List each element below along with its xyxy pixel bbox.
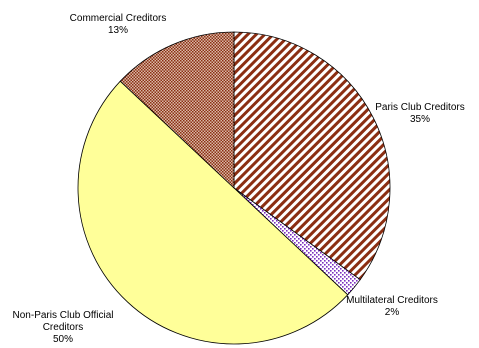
slice-label-paris-club-creditors: Paris Club Creditors 35% [375, 102, 464, 125]
slice-label-multilateral-creditors: Multilateral Creditors 2% [346, 295, 438, 318]
slice-label-commercial-creditors: Commercial Creditors 13% [70, 13, 167, 36]
pie-slice-paris-club-creditors [233, 31, 391, 281]
pie-slice-commercial-creditors [119, 31, 235, 189]
pie-slice-non-paris-club-official-creditors [77, 80, 349, 345]
slice-label-non-paris-club-official-creditors: Non-Paris Club Official Creditors 50% [13, 310, 114, 345]
